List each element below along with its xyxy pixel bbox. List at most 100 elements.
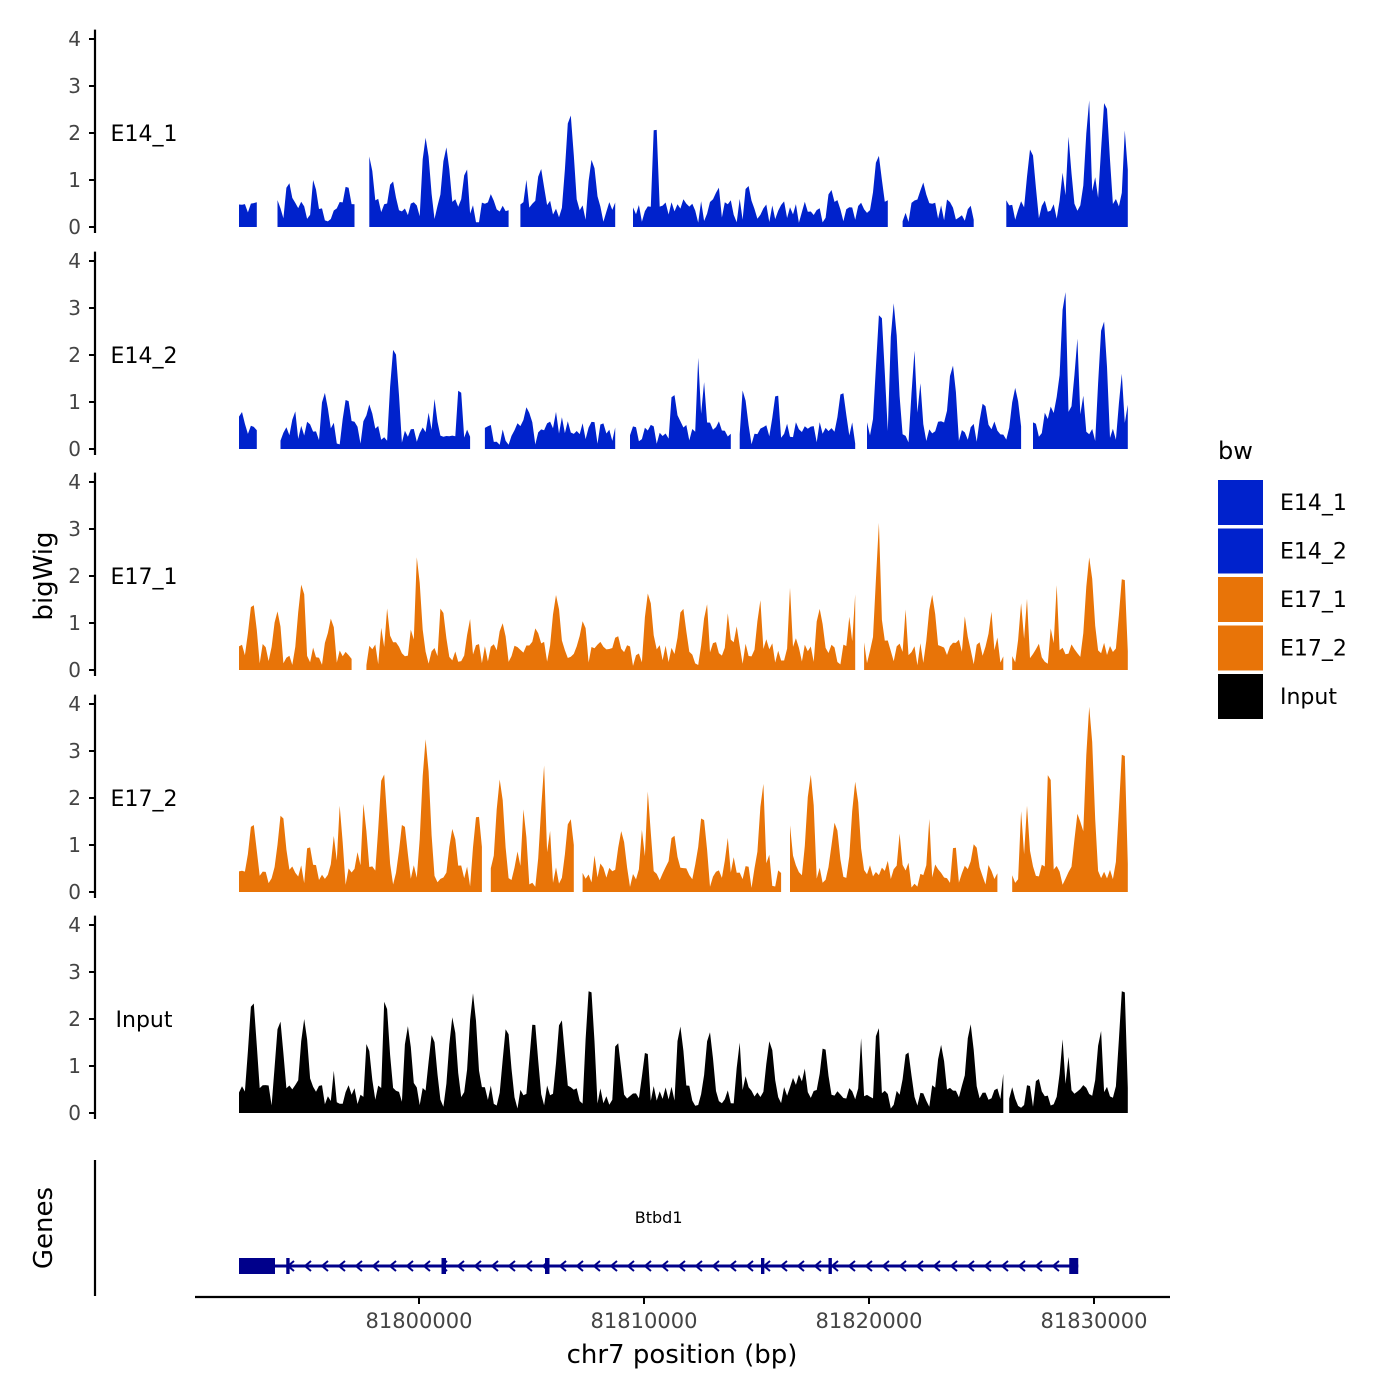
strand-chevron (320, 1260, 329, 1272)
signal-area (582, 783, 782, 892)
strand-chevron (1017, 1260, 1026, 1272)
signal-area (1006, 100, 1128, 227)
strand-chevron (898, 1260, 907, 1272)
y-tick-label: 0 (68, 215, 81, 239)
strand-chevron (949, 1260, 958, 1272)
signal-area (790, 774, 998, 892)
signal-area (366, 557, 856, 670)
strand-chevron (303, 1260, 312, 1272)
strand-chevron (711, 1260, 720, 1272)
legend-label: E17_1 (1280, 588, 1347, 613)
y-tick-label: 4 (68, 249, 81, 273)
x-tick-label: 81810000 (591, 1309, 698, 1333)
legend-swatch (1218, 625, 1263, 671)
strand-chevron (490, 1260, 499, 1272)
track-E14_2: 0 1 2 3 4 E14_2 (68, 249, 1128, 461)
strand-chevron (1051, 1260, 1060, 1272)
signal-area (484, 407, 616, 449)
y-tick-label: 2 (68, 786, 81, 810)
track-Input: 0 1 2 3 4 Input (68, 913, 1128, 1125)
signal-area (1012, 706, 1128, 892)
strand-chevron (1034, 1260, 1043, 1272)
strand-chevron (677, 1260, 686, 1272)
y-tick-label: 2 (68, 1007, 81, 1031)
signal-area (739, 390, 856, 449)
genes-label: Genes (29, 1187, 59, 1269)
y-tick-label: 4 (68, 470, 81, 494)
y-tick-label: 2 (68, 121, 81, 145)
legend-swatch (1218, 480, 1263, 525)
legend-swatch (1218, 577, 1263, 622)
signal-area (239, 202, 257, 227)
strand-chevron (915, 1260, 924, 1272)
strand-chevron (932, 1260, 941, 1272)
y-tick-label: 1 (68, 1054, 81, 1078)
legend-label: Input (1280, 685, 1337, 710)
y-tick-label: 1 (68, 833, 81, 857)
strand-chevron (626, 1260, 635, 1272)
y-tick-label: 0 (68, 880, 81, 904)
exon (441, 1258, 446, 1274)
y-tick-label: 3 (68, 739, 81, 763)
signal-area (520, 115, 616, 227)
strand-chevron (592, 1260, 601, 1272)
signal-area (1033, 292, 1128, 449)
strand-chevron (1000, 1260, 1009, 1272)
strand-chevron (507, 1260, 516, 1272)
signal-area (280, 349, 471, 449)
y-tick-label: 3 (68, 517, 81, 541)
y-tick-label: 4 (68, 27, 81, 51)
y-tick-label: 3 (68, 296, 81, 320)
y-tick-label: 4 (68, 692, 81, 716)
strand-chevron (422, 1260, 431, 1272)
x-tick-label: 81820000 (816, 1309, 923, 1333)
strand-chevron (660, 1260, 669, 1272)
signal-area (902, 182, 974, 227)
exon (239, 1258, 275, 1274)
signal-area (239, 739, 482, 892)
strand-chevron (337, 1260, 346, 1272)
signal-area (1012, 557, 1128, 670)
strand-chevron (558, 1260, 567, 1272)
legend-swatch (1218, 674, 1263, 719)
strand-chevron (643, 1260, 652, 1272)
y-tick-label: 3 (68, 74, 81, 98)
track-E14_1: 0 1 2 3 4 E14_1 (68, 27, 1128, 239)
y-tick-label: 4 (68, 913, 81, 937)
strand-chevron (405, 1260, 414, 1272)
x-axis-label: chr7 position (bp) (567, 1340, 798, 1370)
strand-chevron (796, 1260, 805, 1272)
y-tick-label: 1 (68, 168, 81, 192)
strand-chevron (830, 1260, 839, 1272)
strand-chevron (983, 1260, 992, 1272)
legend-label: E17_2 (1280, 637, 1347, 662)
y-tick-label: 0 (68, 437, 81, 461)
strand-chevron (881, 1260, 890, 1272)
signal-area (1009, 991, 1128, 1113)
signal-area (239, 412, 257, 449)
strand-chevron (524, 1260, 533, 1272)
exon (1069, 1258, 1079, 1274)
x-tick-label: 81800000 (366, 1309, 473, 1333)
y-tick-label: 0 (68, 1101, 81, 1125)
strand-chevron (694, 1260, 703, 1272)
signal-area (864, 522, 1004, 670)
signal-area (867, 303, 1022, 449)
y-tick-label: 0 (68, 658, 81, 682)
strand-chevron (745, 1260, 754, 1272)
strand-chevron (966, 1260, 975, 1272)
gene-name: Btbd1 (635, 1208, 683, 1227)
track-E17_1: 0 1 2 3 4 E17_1 (68, 470, 1128, 682)
legend-label: E14_2 (1280, 540, 1347, 565)
x-tick-label: 81830000 (1041, 1309, 1148, 1333)
strand-chevron (779, 1260, 788, 1272)
strand-chevron (847, 1260, 856, 1272)
y-axis-label: bigWig (29, 531, 59, 620)
legend-swatch (1218, 528, 1263, 574)
strand-chevron (864, 1260, 873, 1272)
legend-label: E14_1 (1280, 491, 1347, 516)
strand-chevron (371, 1260, 380, 1272)
exon (545, 1258, 550, 1274)
strand-chevron (456, 1260, 465, 1272)
